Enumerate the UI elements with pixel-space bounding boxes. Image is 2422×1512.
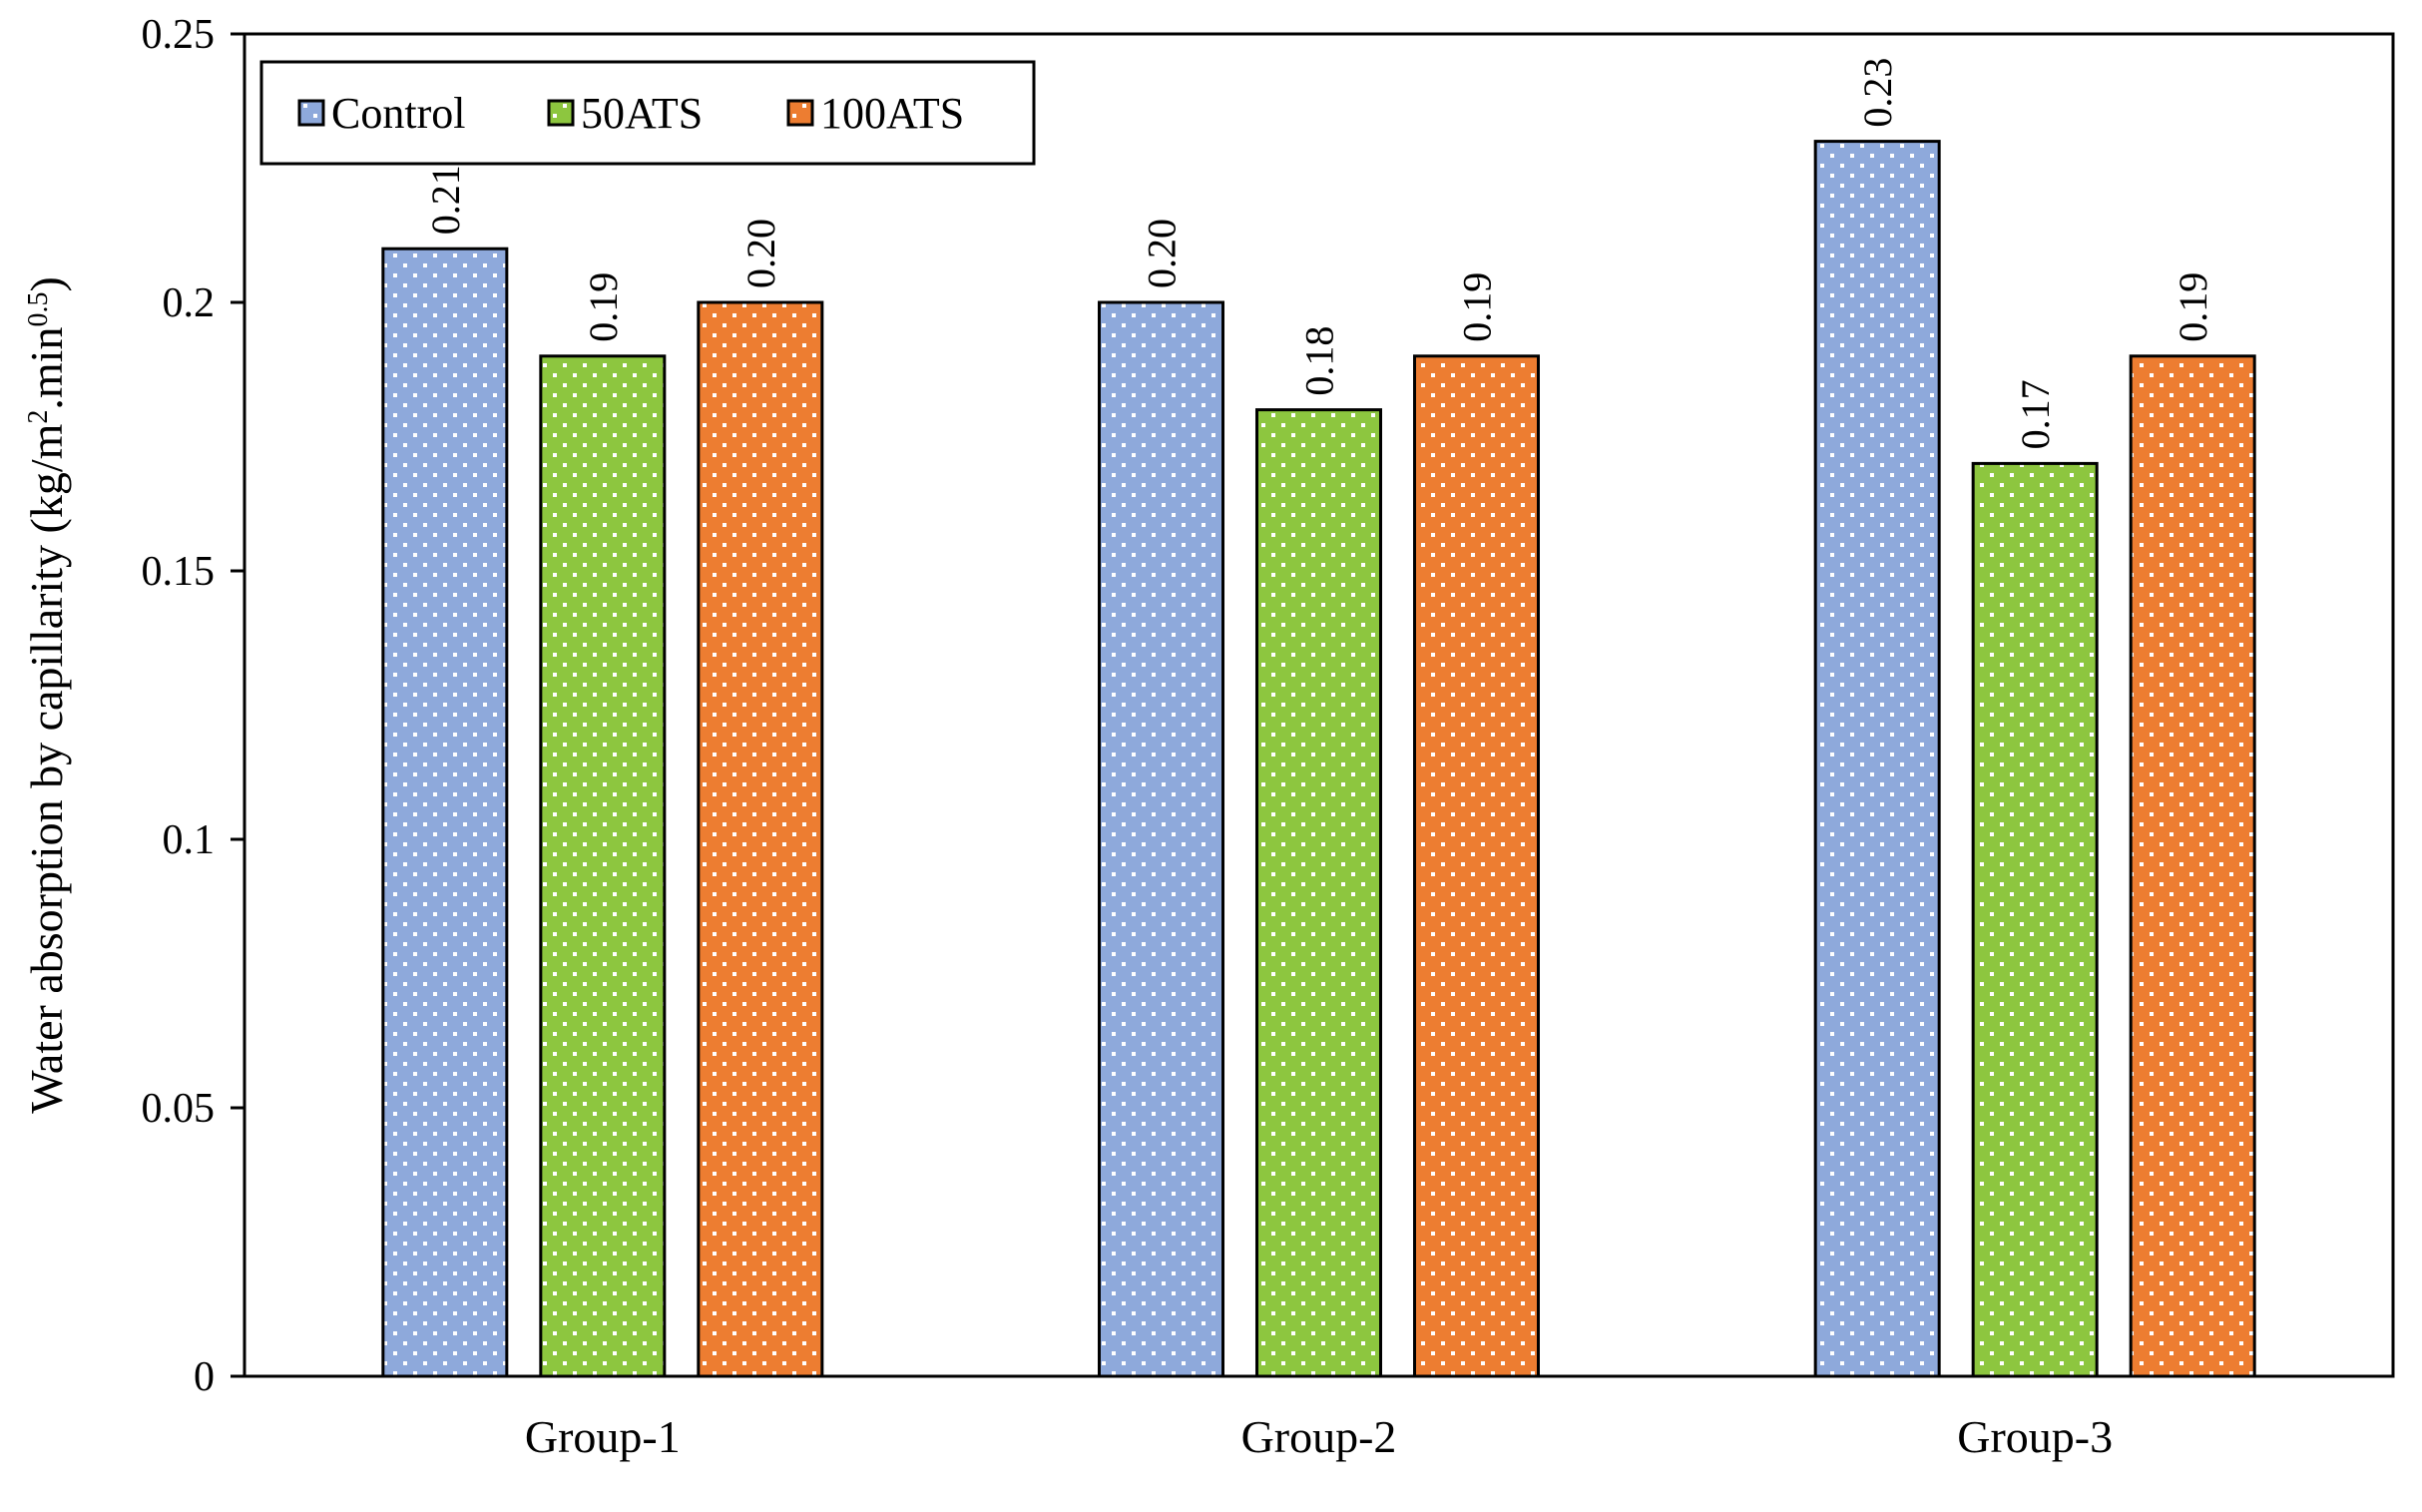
bar-control-group-1 [381, 247, 509, 1378]
data-label-50ats-group-3: 0.17 [2013, 379, 2058, 449]
y-tick-label: 0.15 [142, 549, 216, 595]
bar-100ats-group-1 [697, 300, 824, 1378]
plot-frame [242, 32, 2395, 1378]
legend-swatch-50ats [547, 99, 575, 127]
bars-layer [381, 140, 2256, 1378]
data-label-control-group-3: 0.23 [1855, 58, 1900, 128]
y-tick-label: 0.25 [142, 12, 216, 58]
data-label-control-group-2: 0.20 [1140, 219, 1185, 288]
legend-swatch-100ats [786, 99, 814, 127]
data-label-50ats-group-2: 0.18 [1297, 326, 1342, 396]
x-tick-label-group-2: Group-2 [1241, 1411, 1397, 1462]
x-tick-label-group-3: Group-3 [1957, 1411, 2113, 1462]
data-label-100ats-group-2: 0.19 [1455, 272, 1500, 342]
legend-swatch-control [297, 99, 325, 127]
data-label-100ats-group-1: 0.20 [738, 219, 783, 288]
data-label-50ats-group-1: 0.19 [581, 272, 626, 342]
bar-50ats-group-1 [539, 354, 667, 1378]
x-tick-label-group-1: Group-1 [525, 1411, 681, 1462]
bar-100ats-group-3 [2129, 354, 2256, 1378]
y-axis-title: Water absorption by capillarity (kg/m2.m… [21, 276, 72, 1114]
y-tick-label: 0.1 [163, 817, 216, 863]
bar-50ats-group-3 [1971, 461, 2099, 1378]
legend-label-control: Control [331, 89, 465, 138]
bar-control-group-3 [1813, 140, 1941, 1378]
data-label-control-group-1: 0.21 [423, 165, 468, 235]
y-axis-title-layer: Water absorption by capillarity (kg/m2.m… [21, 276, 72, 1114]
legend: Control 50ATS 100ATS [259, 60, 1036, 166]
y-tick-label: 0 [194, 1354, 215, 1400]
legend-label-50ats: 50ATS [581, 89, 703, 138]
bar-control-group-2 [1098, 300, 1224, 1378]
data-label-100ats-group-3: 0.19 [2171, 272, 2215, 342]
data-labels-layer: 0.21 0.19 0.20 0.20 0.18 0.19 0.23 0.17 0.19 [423, 58, 2215, 450]
bar-100ats-group-2 [1413, 354, 1540, 1378]
y-tick-label: 0.05 [142, 1086, 216, 1132]
axes-layer: Group-1 Group-2 Group-3 0 0.05 0.1 0.15 0.2 0.25 [142, 12, 2395, 1462]
bar-50ats-group-2 [1255, 408, 1382, 1378]
y-tick-label: 0.2 [163, 280, 216, 326]
legend-label-100ats: 100ATS [820, 89, 964, 138]
legend-box [259, 60, 1036, 166]
